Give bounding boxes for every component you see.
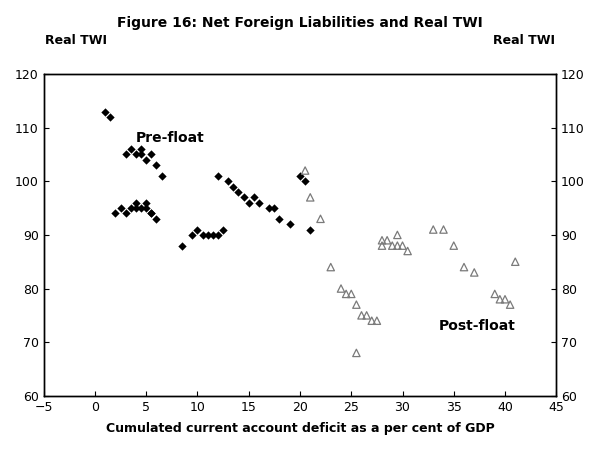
Point: [100, 108, 110, 115]
Point: [198, 231, 208, 239]
Point: [377, 237, 387, 244]
Point: [403, 248, 412, 255]
Point: [346, 290, 356, 297]
Point: [392, 242, 402, 249]
Point: [142, 156, 151, 163]
Point: [213, 172, 223, 180]
Point: [392, 231, 402, 239]
Point: [121, 151, 131, 158]
Point: [142, 204, 151, 212]
Point: [131, 199, 141, 206]
Point: [116, 204, 125, 212]
Point: [136, 145, 146, 153]
Point: [157, 172, 166, 180]
Point: [146, 210, 156, 217]
Text: Real TWI: Real TWI: [493, 34, 555, 47]
Point: [500, 296, 510, 303]
Point: [218, 226, 228, 233]
Text: Real TWI: Real TWI: [45, 34, 107, 47]
Point: [301, 178, 310, 185]
Point: [146, 151, 156, 158]
Point: [449, 242, 458, 249]
Point: [233, 189, 243, 196]
Point: [136, 151, 146, 158]
Point: [249, 194, 259, 201]
Point: [439, 226, 448, 233]
Point: [146, 210, 156, 217]
Point: [269, 204, 279, 212]
Point: [495, 296, 505, 303]
Point: [352, 349, 361, 356]
Point: [382, 237, 392, 244]
Point: [285, 220, 295, 228]
Point: [106, 113, 115, 121]
Point: [336, 285, 346, 292]
Point: [244, 199, 254, 206]
Point: [305, 194, 315, 201]
Point: [326, 264, 335, 271]
Point: [459, 264, 469, 271]
Point: [223, 178, 233, 185]
Point: [362, 312, 371, 319]
Point: [121, 210, 131, 217]
Point: [142, 199, 151, 206]
Point: [229, 183, 238, 190]
Point: [126, 145, 136, 153]
Point: [490, 290, 500, 297]
Point: [110, 210, 120, 217]
Point: [131, 204, 141, 212]
Point: [265, 204, 274, 212]
Point: [203, 231, 212, 239]
Point: [511, 258, 520, 265]
Point: [469, 269, 479, 276]
Point: [316, 215, 325, 222]
Point: [208, 231, 218, 239]
Point: [352, 301, 361, 308]
Point: [254, 199, 264, 206]
Point: [188, 231, 197, 239]
Point: [178, 242, 187, 249]
Point: [377, 242, 387, 249]
Point: [295, 172, 305, 180]
Text: Figure 16: Net Foreign Liabilities and Real TWI: Figure 16: Net Foreign Liabilities and R…: [117, 16, 483, 30]
Point: [193, 226, 202, 233]
X-axis label: Cumulated current account deficit as a per cent of GDP: Cumulated current account deficit as a p…: [106, 422, 494, 435]
Point: [305, 226, 315, 233]
Text: Pre-float: Pre-float: [136, 131, 205, 145]
Point: [388, 242, 397, 249]
Point: [372, 317, 382, 324]
Point: [213, 231, 223, 239]
Point: [301, 167, 310, 174]
Point: [398, 242, 407, 249]
Point: [367, 317, 377, 324]
Point: [428, 226, 438, 233]
Point: [275, 215, 284, 222]
Point: [239, 194, 248, 201]
Point: [126, 204, 136, 212]
Point: [357, 312, 367, 319]
Point: [131, 151, 141, 158]
Point: [152, 162, 161, 169]
Point: [152, 215, 161, 222]
Point: [341, 290, 351, 297]
Text: Post-float: Post-float: [439, 319, 515, 333]
Point: [505, 301, 515, 308]
Point: [136, 204, 146, 212]
